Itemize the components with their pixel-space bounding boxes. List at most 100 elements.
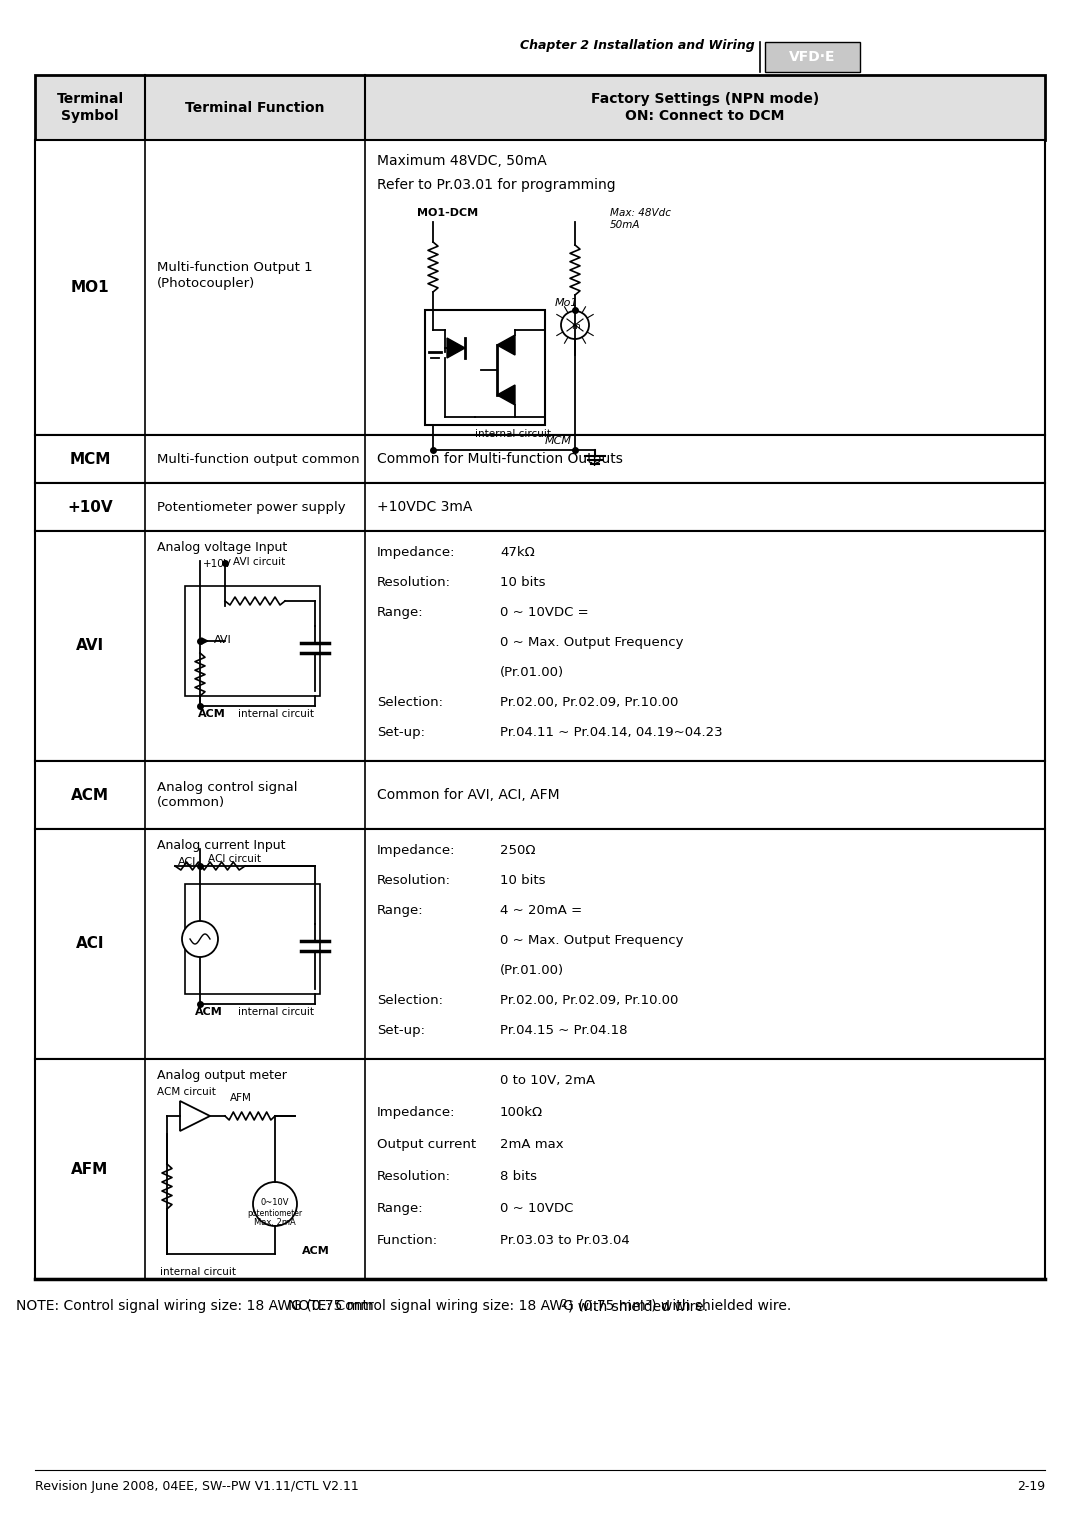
- Text: Multi-function Output 1
(Photocoupler): Multi-function Output 1 (Photocoupler): [157, 261, 312, 290]
- Text: 0 ~ 10VDC =: 0 ~ 10VDC =: [500, 606, 589, 620]
- Text: Selection:: Selection:: [377, 696, 443, 709]
- Text: Pr.02.00, Pr.02.09, Pr.10.00: Pr.02.00, Pr.02.09, Pr.10.00: [500, 994, 678, 1006]
- Text: internal circuit: internal circuit: [238, 709, 314, 719]
- Text: 2-19: 2-19: [1017, 1480, 1045, 1493]
- Text: 2: 2: [561, 1299, 567, 1309]
- Text: Common for AVI, ACI, AFM: Common for AVI, ACI, AFM: [377, 788, 559, 802]
- Circle shape: [183, 920, 218, 957]
- Text: 4 ~ 20mA =: 4 ~ 20mA =: [500, 904, 582, 917]
- Text: Analog current Input: Analog current Input: [157, 839, 285, 851]
- Text: 0~10V: 0~10V: [260, 1198, 289, 1207]
- Text: Common for Multi-function Outputs: Common for Multi-function Outputs: [377, 453, 623, 466]
- Text: ACM: ACM: [302, 1246, 329, 1256]
- Text: Set-up:: Set-up:: [377, 1025, 426, 1037]
- Text: Pr.03.03 to Pr.03.04: Pr.03.03 to Pr.03.04: [500, 1233, 630, 1247]
- Text: ) with shielded wire.: ) with shielded wire.: [568, 1299, 708, 1313]
- Text: Terminal Function: Terminal Function: [186, 101, 325, 115]
- Text: Factory Settings (NPN mode)
ON: Connect to DCM: Factory Settings (NPN mode) ON: Connect …: [591, 92, 819, 123]
- Text: Selection:: Selection:: [377, 994, 443, 1006]
- Bar: [35, 531, 1045, 761]
- Text: 2mA max: 2mA max: [500, 1138, 564, 1150]
- Text: +10V: +10V: [203, 558, 232, 569]
- Bar: [765, 41, 860, 72]
- Text: MCM: MCM: [69, 451, 110, 466]
- Text: 8 bits: 8 bits: [500, 1170, 537, 1183]
- Bar: [35, 436, 1045, 483]
- Text: m: m: [570, 322, 579, 331]
- Text: ACM: ACM: [195, 1006, 222, 1017]
- Text: Pr.04.15 ~ Pr.04.18: Pr.04.15 ~ Pr.04.18: [500, 1025, 627, 1037]
- Text: Range:: Range:: [377, 606, 423, 620]
- Text: internal circuit: internal circuit: [160, 1267, 237, 1276]
- Text: 0 to 10V, 2mA: 0 to 10V, 2mA: [500, 1074, 595, 1088]
- Polygon shape: [180, 1101, 210, 1131]
- Text: Range:: Range:: [377, 1203, 423, 1215]
- Text: 10 bits: 10 bits: [500, 575, 545, 589]
- Text: MCM: MCM: [545, 436, 572, 446]
- Circle shape: [561, 311, 589, 339]
- Text: 0 ~ Max. Output Frequency: 0 ~ Max. Output Frequency: [500, 934, 684, 946]
- Text: AVI: AVI: [214, 635, 232, 644]
- Circle shape: [253, 1183, 297, 1226]
- Text: (Pr.01.00): (Pr.01.00): [500, 963, 564, 977]
- Text: Function:: Function:: [377, 1233, 438, 1247]
- Text: (Pr.01.00): (Pr.01.00): [500, 666, 564, 680]
- Text: NOTE: Control signal wiring size: 18 AWG (0.75 mm: NOTE: Control signal wiring size: 18 AWG…: [16, 1299, 374, 1313]
- Text: Set-up:: Set-up:: [377, 726, 426, 739]
- Text: ACM: ACM: [198, 709, 226, 719]
- Text: AVI: AVI: [76, 638, 104, 653]
- Text: 0 ~ Max. Output Frequency: 0 ~ Max. Output Frequency: [500, 637, 684, 649]
- Text: Impedance:: Impedance:: [377, 546, 456, 558]
- Text: internal circuit: internal circuit: [238, 1006, 314, 1017]
- Text: Mo1: Mo1: [555, 298, 579, 308]
- Text: Maximum 48VDC, 50mA: Maximum 48VDC, 50mA: [377, 153, 546, 169]
- Text: Max: 48Vdc
50mA: Max: 48Vdc 50mA: [610, 209, 671, 230]
- Text: Output current: Output current: [377, 1138, 476, 1150]
- Text: +10VDC 3mA: +10VDC 3mA: [377, 500, 472, 514]
- Text: ACI: ACI: [76, 936, 105, 951]
- Text: potentiometer: potentiometer: [247, 1209, 302, 1218]
- Text: Resolution:: Resolution:: [377, 575, 451, 589]
- Text: AFM: AFM: [230, 1094, 252, 1103]
- Text: Impedance:: Impedance:: [377, 844, 456, 858]
- Text: ACM: ACM: [71, 787, 109, 802]
- Text: Revision June 2008, 04EE, SW--PW V1.11/CTL V2.11: Revision June 2008, 04EE, SW--PW V1.11/C…: [35, 1480, 359, 1493]
- Text: Analog voltage Input: Analog voltage Input: [157, 542, 287, 554]
- Text: 250Ω: 250Ω: [500, 844, 536, 858]
- Text: Potentiometer power supply: Potentiometer power supply: [157, 500, 346, 514]
- Bar: [35, 140, 1045, 436]
- Text: Pr.02.00, Pr.02.09, Pr.10.00: Pr.02.00, Pr.02.09, Pr.10.00: [500, 696, 678, 709]
- Polygon shape: [447, 337, 465, 357]
- Text: MO1: MO1: [70, 281, 109, 295]
- Text: 47kΩ: 47kΩ: [500, 546, 535, 558]
- Text: 10 bits: 10 bits: [500, 874, 545, 887]
- Text: Terminal
Symbol: Terminal Symbol: [56, 92, 123, 123]
- Text: internal circuit: internal circuit: [475, 430, 551, 439]
- Bar: [35, 483, 1045, 531]
- Text: Resolution:: Resolution:: [377, 874, 451, 887]
- Text: AVI circuit: AVI circuit: [233, 557, 285, 568]
- Text: ACI circuit: ACI circuit: [208, 854, 261, 864]
- Bar: [35, 761, 1045, 828]
- Polygon shape: [497, 334, 515, 354]
- Text: ACI: ACI: [178, 858, 197, 867]
- Text: Pr.04.11 ~ Pr.04.14, 04.19~04.23: Pr.04.11 ~ Pr.04.14, 04.19~04.23: [500, 726, 723, 739]
- Text: NOTE: Control signal wiring size: 18 AWG (0.75 mm²) with shielded wire.: NOTE: Control signal wiring size: 18 AWG…: [288, 1299, 792, 1313]
- Text: Analog control signal
(common): Analog control signal (common): [157, 781, 297, 808]
- Bar: [35, 75, 1045, 140]
- Bar: [426, 310, 545, 425]
- Text: Multi-function output common: Multi-function output common: [157, 453, 360, 465]
- Bar: [185, 884, 320, 994]
- Text: Resolution:: Resolution:: [377, 1170, 451, 1183]
- Text: AFM: AFM: [71, 1161, 109, 1177]
- Bar: [35, 828, 1045, 1058]
- Text: VFD·E: VFD·E: [789, 51, 836, 64]
- Text: Chapter 2 Installation and Wiring: Chapter 2 Installation and Wiring: [521, 38, 755, 52]
- Text: Max. 2mA: Max. 2mA: [254, 1218, 296, 1227]
- Text: +10V: +10V: [67, 500, 112, 514]
- Text: 100kΩ: 100kΩ: [500, 1106, 543, 1118]
- Text: Impedance:: Impedance:: [377, 1106, 456, 1118]
- Text: Analog output meter: Analog output meter: [157, 1069, 287, 1081]
- Text: Range:: Range:: [377, 904, 423, 917]
- Text: Refer to Pr.03.01 for programming: Refer to Pr.03.01 for programming: [377, 178, 616, 192]
